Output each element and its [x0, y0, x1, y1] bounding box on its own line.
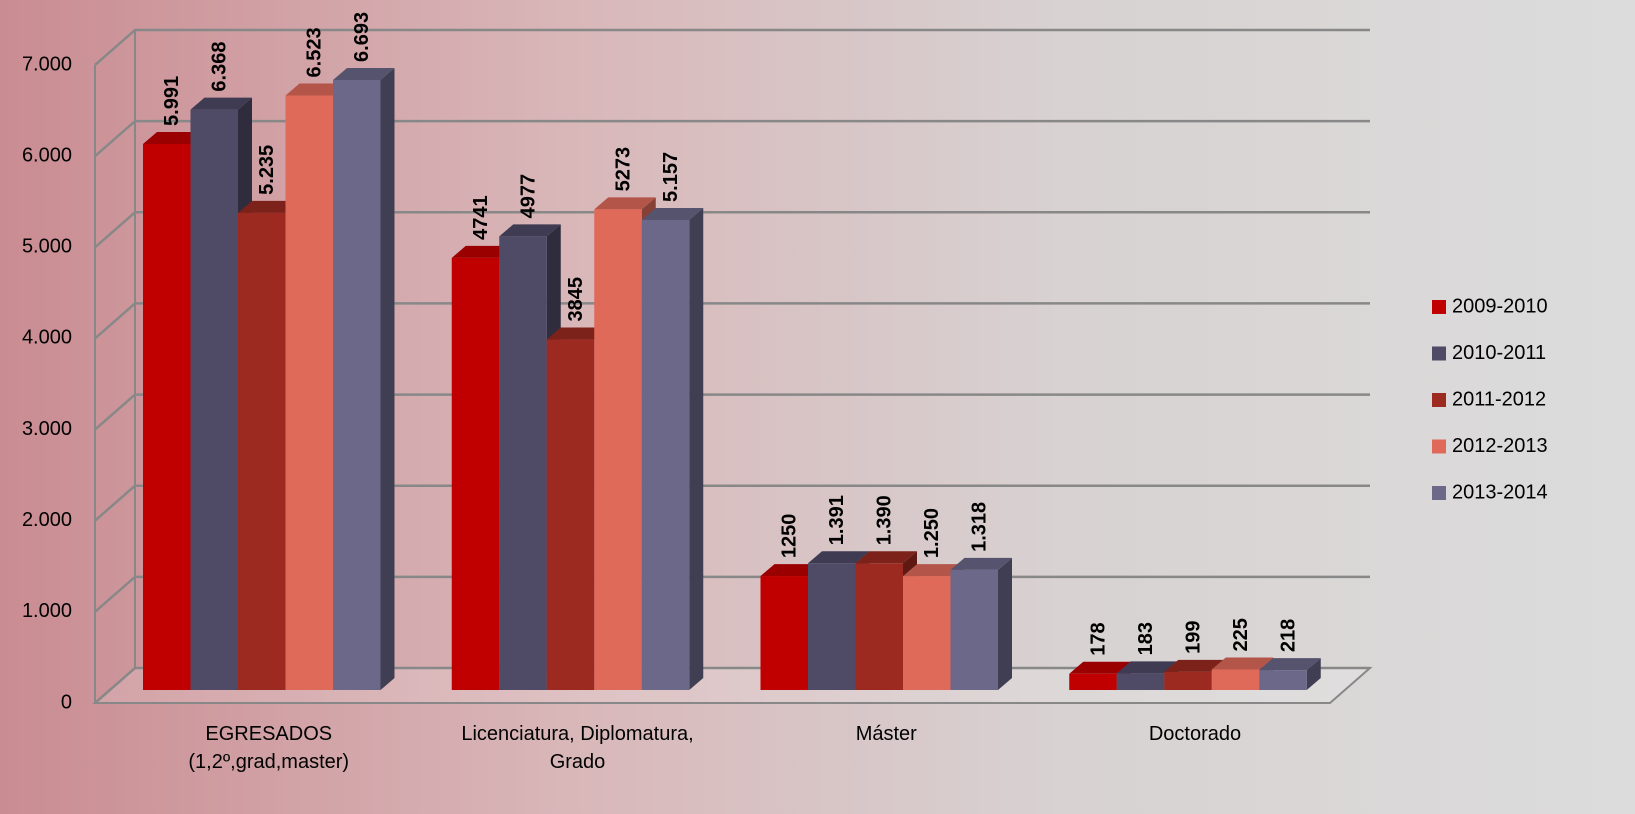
- bar: [451, 257, 500, 690]
- bar-side: [689, 207, 704, 690]
- bar: [1164, 671, 1212, 690]
- bar: [546, 339, 595, 690]
- bar-side: [998, 557, 1012, 690]
- data-label: 1.250: [921, 508, 943, 558]
- data-label: 3845: [565, 277, 587, 322]
- data-label: 5.991: [161, 76, 183, 126]
- bar: [594, 209, 642, 690]
- data-label: 4977: [517, 174, 539, 219]
- y-tick-label: 1.000: [22, 600, 72, 622]
- bar-top: [1116, 661, 1179, 674]
- bar: [808, 563, 856, 690]
- bar-top: [499, 224, 561, 237]
- bar-top: [594, 197, 656, 210]
- bar-top: [333, 67, 395, 80]
- y-tick-label: 0: [61, 691, 72, 713]
- y-tick-label: 4.000: [22, 327, 72, 349]
- bar-side: [380, 67, 395, 691]
- bar: [285, 95, 333, 690]
- bar-top: [143, 131, 205, 144]
- y-tick-label: 7.000: [22, 53, 72, 75]
- bar: [1069, 673, 1117, 690]
- bar-top: [808, 551, 870, 564]
- legend-swatch: [1432, 486, 1446, 500]
- bar-top: [190, 97, 252, 110]
- data-label: 1.318: [969, 502, 991, 552]
- data-label: 5.235: [256, 145, 278, 195]
- y-tick-label: 5.000: [22, 236, 72, 258]
- bar: [190, 109, 238, 690]
- bar: [641, 219, 690, 690]
- legend-swatch: [1432, 439, 1446, 454]
- data-label: 218: [1277, 619, 1299, 652]
- legend-label: 2009-2010: [1452, 295, 1548, 317]
- bar: [760, 576, 808, 690]
- data-label: 4741: [470, 195, 492, 240]
- x-tick-label: Doctorado: [1148, 723, 1242, 745]
- bar: [1116, 673, 1165, 690]
- bar-top: [285, 83, 347, 96]
- bar: [1259, 670, 1307, 690]
- bar-top: [546, 327, 609, 340]
- legend-label: 2011-2012: [1452, 388, 1546, 410]
- bar-top: [641, 207, 704, 220]
- bar: [950, 569, 998, 690]
- data-label: 225: [1230, 618, 1252, 651]
- bar-top: [950, 557, 1012, 570]
- x-tick-label: Licenciatura, Diplomatura, Grado: [461, 723, 694, 773]
- legend-label: 2012-2013: [1452, 435, 1548, 457]
- bar: [1211, 669, 1260, 690]
- x-tick-label: EGRESADOS (1,2º,grad,master): [188, 723, 350, 773]
- y-tick-label: 2.000: [22, 509, 72, 531]
- bar-top: [760, 564, 822, 577]
- bar: [855, 563, 903, 690]
- legend-label: 2013-2014: [1452, 481, 1548, 503]
- legend-swatch: [1432, 300, 1446, 314]
- legend-swatch: [1432, 393, 1446, 407]
- bar-side: [1306, 658, 1321, 690]
- grid-line: [94, 28, 1370, 66]
- bar-top: [238, 200, 300, 213]
- bar: [238, 212, 286, 691]
- data-label: 6.693: [351, 12, 373, 62]
- y-tick-label: 6.000: [22, 144, 72, 166]
- legend-label: 2010-2011: [1452, 342, 1546, 364]
- data-label: 6.368: [209, 42, 231, 92]
- data-label: 178: [1087, 622, 1109, 655]
- bar-top: [1259, 658, 1321, 671]
- bar: [333, 79, 381, 691]
- data-label: 1250: [779, 514, 801, 559]
- bar: [903, 576, 951, 690]
- data-label: 5.157: [660, 152, 682, 202]
- legend-swatch: [1432, 346, 1446, 361]
- bar: [143, 143, 191, 691]
- bar-top: [855, 551, 917, 564]
- y-tick-label: 3.000: [22, 418, 72, 440]
- bar-top: [1069, 661, 1131, 674]
- data-label: 1.390: [874, 495, 896, 545]
- x-tick-label: Máster: [855, 723, 917, 745]
- bar-top: [1164, 659, 1226, 672]
- data-label: 6.523: [304, 27, 326, 77]
- data-label: 5273: [612, 147, 634, 192]
- data-label: 199: [1182, 620, 1204, 653]
- data-label: 1.391: [826, 495, 848, 545]
- bar: [499, 236, 547, 690]
- bar-top: [1211, 657, 1274, 670]
- bar-top: [451, 245, 514, 258]
- bar-top: [903, 564, 965, 577]
- data-label: 183: [1135, 622, 1157, 655]
